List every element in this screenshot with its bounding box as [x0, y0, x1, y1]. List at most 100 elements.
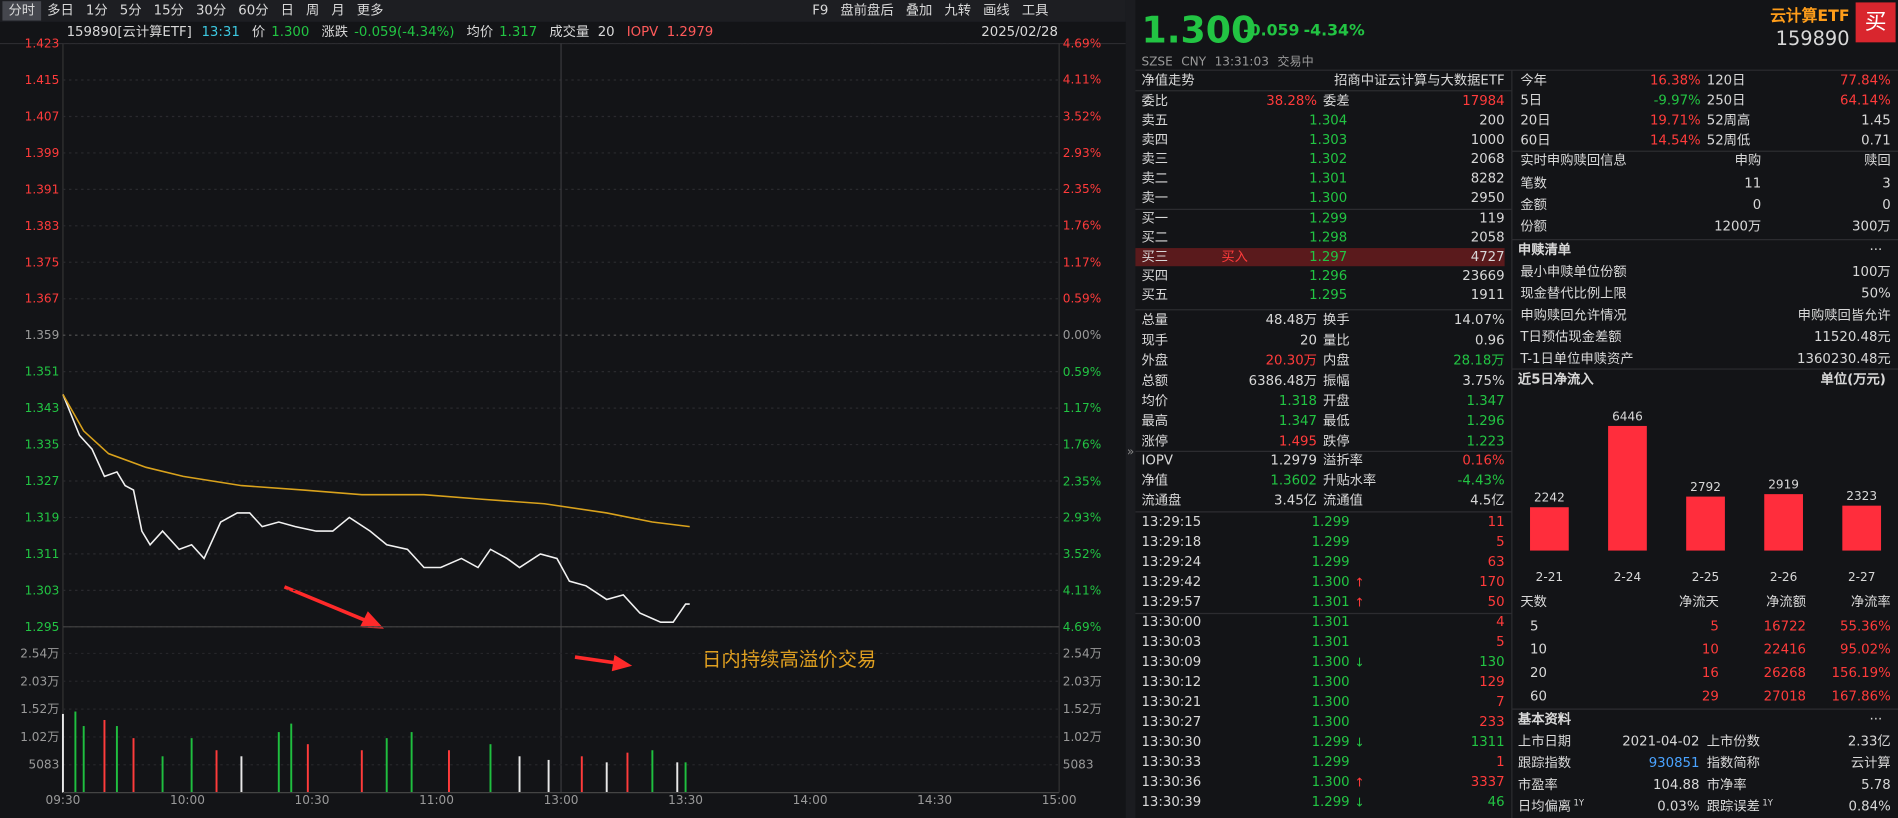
quote-stat: 现手 — [1141, 332, 1168, 348]
flow-row: 167.86% — [1832, 689, 1891, 704]
info-avg-label: 均价 — [467, 24, 494, 40]
tool-button[interactable]: 盘前盘后 — [840, 1, 893, 18]
buy-button[interactable] — [1855, 2, 1896, 43]
trade-price: 1.299 — [1312, 735, 1350, 750]
section-title: 申赎清单 — [1518, 241, 1571, 258]
more-button[interactable]: ··· — [1870, 712, 1883, 727]
flow-row: 10 — [1530, 643, 1547, 658]
bid-level: 23669 — [1462, 269, 1504, 284]
flow-row: 26268 — [1764, 666, 1806, 681]
trade-volume: 1 — [1496, 755, 1504, 770]
volume-bar — [240, 756, 243, 793]
trade-price: 1.299 — [1312, 535, 1350, 550]
x-tick-label: 10:00 — [170, 793, 205, 807]
creation-row: 3 — [1882, 176, 1890, 191]
price-line — [62, 394, 690, 623]
profile-row: 2021-04-02 — [1622, 734, 1699, 749]
quote-stat: 6386.48万 — [1249, 374, 1317, 389]
period-tab[interactable]: 月 — [331, 3, 344, 18]
creation-row: 金额 — [1520, 197, 1547, 213]
bid-level: 1.299 — [1309, 212, 1347, 227]
period-tab[interactable]: 周 — [306, 3, 319, 18]
bid-level: 买二 — [1141, 230, 1168, 246]
quote-stat: 最高 — [1141, 412, 1168, 429]
trade-arrow: ↑ — [1355, 775, 1365, 789]
period-tab[interactable]: 多日 — [47, 1, 74, 18]
creation-row: 笔数 — [1520, 175, 1547, 191]
collapse-icon[interactable]: » — [1127, 444, 1134, 458]
quote-market: SZSE — [1141, 55, 1172, 69]
trade-price: 1.299 — [1312, 755, 1350, 770]
y2-tick-label: 1.76% — [1063, 219, 1101, 233]
volume-bar — [489, 744, 492, 793]
collapse-bar[interactable] — [1125, 0, 1136, 818]
volume-bar — [82, 726, 85, 793]
profile-row: 市盈率 — [1518, 776, 1558, 793]
info-date: 2025/02/28 — [981, 25, 1058, 40]
trade-volume: 233 — [1479, 715, 1504, 730]
order-ratio: 38.28% — [1266, 94, 1317, 109]
x-tick-label: 11:00 — [419, 793, 454, 807]
basket-row: 1360230.48元 — [1797, 352, 1891, 367]
info-price-label: 价 — [252, 25, 265, 40]
tool-button[interactable]: F9 — [812, 3, 828, 18]
trade-price: 1.300 — [1312, 675, 1350, 690]
iopv-stat: 流通值 — [1323, 492, 1363, 508]
superscript: 1Y — [1574, 797, 1585, 807]
profile-row: 跟踪指数 — [1518, 755, 1571, 771]
period-tab[interactable]: 30分 — [196, 2, 226, 18]
period-tab[interactable]: 5分 — [120, 2, 142, 18]
y2-tick-label: 4.11% — [1063, 73, 1101, 87]
quote-stat: 外盘 — [1141, 352, 1168, 369]
tool-button[interactable]: 画线 — [983, 2, 1010, 18]
info-code: 159890[云计算ETF] — [67, 24, 192, 40]
quote-stat: 跌停 — [1323, 432, 1350, 449]
y2-tick-label: 2.93% — [1063, 510, 1101, 524]
tool-button[interactable]: 叠加 — [906, 2, 933, 18]
creation-row: 0 — [1882, 198, 1890, 213]
more-button[interactable]: ··· — [1870, 243, 1883, 258]
order-ratio: 17984 — [1462, 94, 1504, 109]
quote-stat: 3.75% — [1462, 374, 1504, 389]
highlight-row — [1135, 248, 1505, 267]
iopv-stat: 升贴水率 — [1323, 472, 1376, 489]
x-tick-label: 13:30 — [668, 793, 703, 807]
volume-bar — [547, 759, 550, 793]
security-name: 云计算ETF — [1770, 6, 1849, 25]
profile-row: 5.78 — [1861, 778, 1891, 793]
period-tab[interactable]: 日 — [281, 3, 294, 18]
period-return: 64.14% — [1840, 94, 1891, 109]
period-tab[interactable]: 1分 — [86, 2, 108, 18]
tool-button[interactable]: 工具 — [1022, 3, 1049, 18]
bar — [1530, 507, 1569, 551]
ask-level: 2068 — [1471, 152, 1505, 167]
arrow — [283, 585, 370, 624]
ask-level: 1.302 — [1309, 152, 1347, 167]
bid-level: 1911 — [1471, 288, 1505, 303]
trade-time: 13:30:27 — [1141, 715, 1201, 730]
period-tab[interactable]: 15分 — [154, 2, 184, 18]
trade-price: 1.299 — [1312, 795, 1350, 810]
volume-bar — [676, 762, 679, 793]
buy-button-label[interactable]: 买 — [1865, 10, 1887, 35]
trade-price: 1.299 — [1312, 555, 1350, 570]
trade-time: 13:29:57 — [1141, 595, 1201, 610]
ask-level: 1.300 — [1309, 191, 1347, 206]
ask-level: 卖二 — [1141, 171, 1168, 187]
y-tick-label: 1.02万 — [20, 730, 59, 744]
ask-level: 1.301 — [1309, 172, 1347, 187]
tool-button[interactable]: 九转 — [944, 2, 971, 18]
trade-volume: 11 — [1488, 515, 1505, 530]
trade-price: 1.300 — [1312, 775, 1350, 790]
period-tab[interactable]: 60分 — [238, 2, 268, 18]
bid-level: 买三 — [1141, 249, 1168, 265]
trade-arrow: ↓ — [1355, 795, 1365, 809]
period-tab[interactable]: 分时 — [8, 2, 35, 18]
creation-row: 300万 — [1852, 220, 1891, 235]
period-tab[interactable]: 更多 — [357, 1, 384, 18]
period-return: 20日 — [1520, 114, 1550, 129]
profile-row: 上市日期 — [1518, 732, 1571, 749]
quote-stat: 1.347 — [1467, 394, 1505, 409]
